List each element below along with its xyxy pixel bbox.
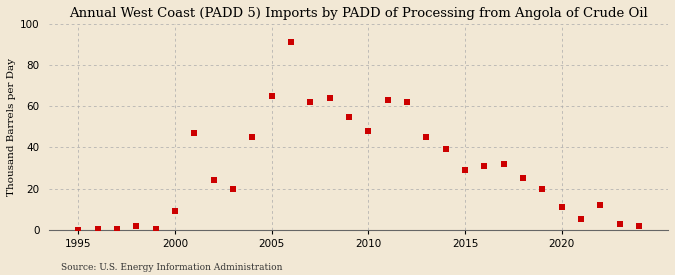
Y-axis label: Thousand Barrels per Day: Thousand Barrels per Day [7, 58, 16, 196]
Point [382, 98, 393, 102]
Point [169, 209, 180, 213]
Point [402, 100, 412, 104]
Point [92, 227, 103, 231]
Point [576, 217, 587, 222]
Point [595, 203, 605, 207]
Point [286, 40, 296, 45]
Point [537, 186, 548, 191]
Point [479, 164, 490, 168]
Text: Source: U.S. Energy Information Administration: Source: U.S. Energy Information Administ… [61, 263, 282, 272]
Point [189, 131, 200, 135]
Point [305, 100, 316, 104]
Point [614, 221, 625, 226]
Point [209, 178, 219, 183]
Point [556, 205, 567, 209]
Point [344, 114, 354, 119]
Point [131, 224, 142, 228]
Point [518, 176, 529, 180]
Point [112, 227, 123, 231]
Title: Annual West Coast (PADD 5) Imports by PADD of Processing from Angola of Crude Oi: Annual West Coast (PADD 5) Imports by PA… [70, 7, 648, 20]
Point [267, 94, 277, 98]
Point [151, 227, 161, 231]
Point [325, 96, 335, 100]
Point [498, 162, 509, 166]
Point [73, 228, 84, 232]
Point [227, 186, 238, 191]
Point [460, 168, 470, 172]
Point [421, 135, 432, 139]
Point [363, 129, 374, 133]
Point [634, 224, 645, 228]
Point [440, 147, 451, 152]
Point [247, 135, 258, 139]
